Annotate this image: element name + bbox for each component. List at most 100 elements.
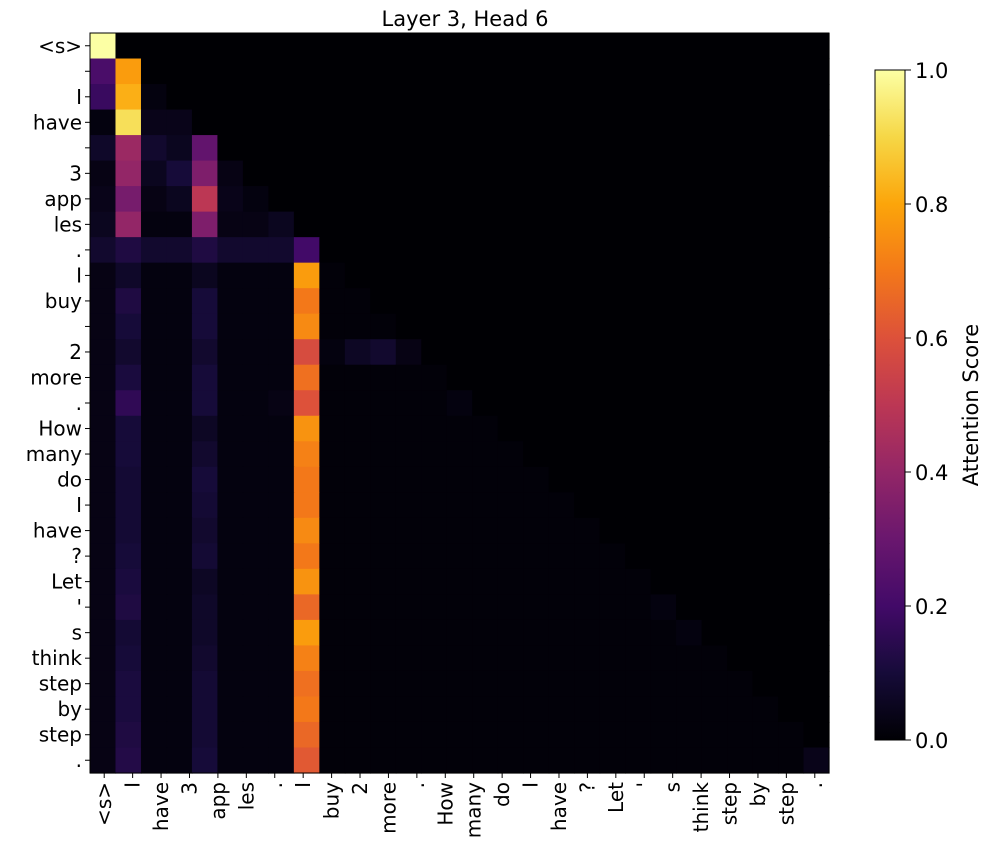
heatmap-cell (523, 670, 550, 698)
heatmap-cell (319, 670, 346, 698)
heatmap-cell (446, 747, 473, 774)
heatmap-cell (548, 441, 575, 468)
heatmap-cell (242, 645, 269, 672)
heatmap-cell (523, 696, 550, 723)
heatmap-cell (727, 645, 754, 672)
heatmap-cell (778, 543, 805, 570)
heatmap-cell (370, 594, 397, 621)
heatmap-cell (191, 211, 219, 238)
heatmap-cell (472, 441, 499, 468)
heatmap-cell (421, 619, 448, 647)
heatmap-cells (90, 33, 830, 774)
heatmap-cell (599, 364, 626, 391)
heatmap-cell (319, 568, 346, 595)
heatmap-cell (599, 211, 626, 238)
heatmap-cell (803, 33, 830, 60)
heatmap-cell (574, 313, 601, 340)
heatmap-cell (676, 160, 703, 187)
heatmap-cell (752, 390, 779, 417)
heatmap-cell (676, 84, 703, 111)
heatmap-cell (676, 313, 703, 340)
heatmap-cell (574, 441, 601, 468)
heatmap-cell (268, 135, 295, 162)
heatmap-cell (625, 58, 652, 85)
heatmap-cell (803, 84, 830, 111)
heatmap-cell (778, 160, 805, 187)
heatmap-cell (421, 109, 448, 136)
heatmap-cell (676, 33, 703, 60)
heatmap-cell (625, 237, 652, 264)
heatmap-cell (90, 645, 117, 672)
heatmap-cell (778, 568, 805, 595)
heatmap-cell (523, 160, 550, 187)
heatmap-cell (395, 517, 422, 544)
heatmap-cell (803, 670, 830, 698)
heatmap-cell (166, 390, 193, 417)
heatmap-cell (650, 33, 677, 60)
heatmap-cell (191, 237, 219, 264)
heatmap-cell (676, 339, 703, 366)
heatmap-cell (268, 517, 295, 544)
x-tick-label: do (490, 782, 514, 807)
heatmap-cell (395, 747, 422, 774)
heatmap-cell (497, 33, 524, 60)
heatmap-cell (523, 619, 550, 647)
heatmap-cell (752, 696, 779, 723)
heatmap-cell (242, 288, 269, 315)
heatmap-cell (293, 466, 320, 493)
heatmap-cell (344, 543, 371, 570)
heatmap-cell (140, 645, 168, 672)
heatmap-cell (727, 594, 754, 621)
heatmap-cell (293, 492, 320, 519)
heatmap-cell (217, 415, 244, 442)
heatmap-cell (727, 670, 754, 698)
heatmap-cell (370, 339, 397, 366)
heatmap-cell (90, 364, 117, 391)
heatmap-cell (727, 186, 754, 213)
heatmap-cell (523, 747, 550, 774)
heatmap-cell (803, 696, 830, 723)
heatmap-cell (574, 211, 601, 238)
heatmap-cell (319, 186, 346, 213)
heatmap-cell (268, 339, 295, 366)
heatmap-cell (344, 721, 371, 749)
heatmap-cell (752, 339, 779, 366)
heatmap-cell (803, 364, 830, 391)
heatmap-cell (676, 466, 703, 493)
heatmap-cell (472, 415, 499, 442)
heatmap-cell (446, 186, 473, 213)
heatmap-cell (370, 262, 397, 289)
heatmap-cell (523, 390, 550, 417)
y-tick-label: ? (71, 544, 82, 568)
heatmap-cell (268, 109, 295, 136)
heatmap-cell (370, 696, 397, 723)
heatmap-cell (727, 211, 754, 238)
heatmap-cell (701, 517, 728, 544)
heatmap-cell (344, 33, 371, 60)
heatmap-cell (242, 364, 269, 391)
heatmap-cell (446, 670, 473, 698)
heatmap-cell (446, 364, 473, 391)
heatmap-cell (778, 415, 805, 442)
x-tick-label: How (433, 782, 457, 826)
heatmap-cell (242, 135, 269, 162)
heatmap-cell (395, 696, 422, 723)
heatmap-cell (90, 390, 117, 417)
heatmap-cell (217, 262, 244, 289)
heatmap-cell (115, 696, 142, 723)
heatmap-cell (752, 160, 779, 187)
heatmap-cell (625, 645, 652, 672)
heatmap-cell (625, 339, 652, 366)
heatmap-cell (344, 441, 371, 468)
heatmap-cell (523, 645, 550, 672)
heatmap-cell (574, 721, 601, 749)
heatmap-cell (319, 211, 346, 238)
heatmap-cell (625, 288, 652, 315)
heatmap-cell (523, 33, 550, 60)
heatmap-cell (344, 696, 371, 723)
heatmap-cell (140, 441, 168, 468)
heatmap-cell (191, 33, 219, 60)
heatmap-cell (778, 390, 805, 417)
heatmap-cell (574, 696, 601, 723)
heatmap-cell (650, 492, 677, 519)
